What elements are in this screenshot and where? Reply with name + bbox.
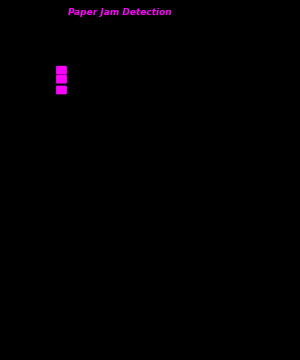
FancyBboxPatch shape bbox=[56, 66, 67, 75]
FancyBboxPatch shape bbox=[56, 86, 67, 94]
FancyBboxPatch shape bbox=[56, 75, 67, 84]
Text: Paper Jam Detection: Paper Jam Detection bbox=[68, 8, 171, 17]
